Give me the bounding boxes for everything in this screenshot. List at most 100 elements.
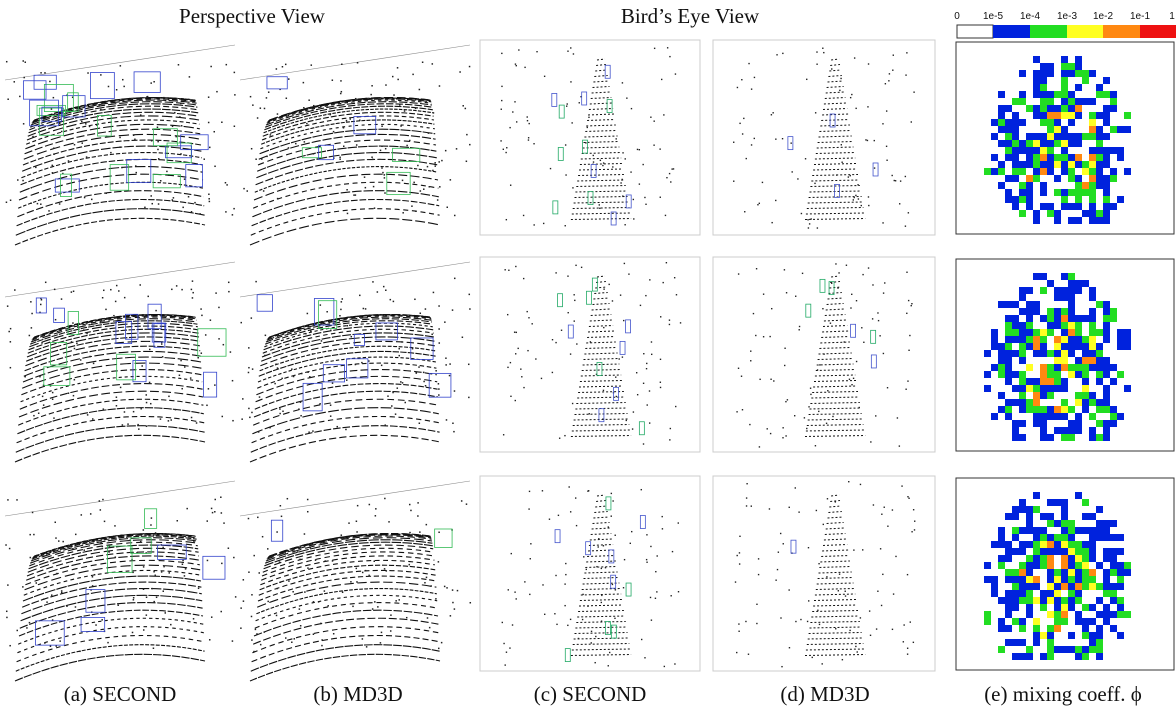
cell: [1089, 534, 1096, 541]
point: [25, 61, 27, 63]
cell: [1033, 336, 1040, 343]
cell: [1040, 350, 1047, 357]
cell: [1089, 70, 1096, 77]
point: [352, 606, 354, 608]
cell: [1019, 343, 1026, 350]
cell: [1075, 569, 1082, 576]
point: [799, 326, 800, 327]
point: [281, 516, 283, 518]
point: [340, 309, 342, 311]
cell: [1075, 175, 1082, 182]
point: [52, 172, 54, 174]
point: [400, 381, 402, 383]
cell: [1110, 98, 1117, 105]
scan-line: [17, 191, 203, 217]
cell: [1026, 133, 1033, 140]
cell: [1033, 56, 1040, 63]
point: [807, 219, 808, 220]
point: [849, 379, 850, 380]
cell: [1019, 196, 1026, 203]
point: [405, 402, 407, 404]
point: [14, 289, 16, 291]
cell: [1061, 611, 1068, 618]
point: [603, 288, 604, 289]
point: [434, 162, 436, 164]
point: [437, 199, 439, 201]
cell: [1117, 147, 1124, 154]
point: [168, 396, 170, 398]
cell: [998, 618, 1005, 625]
point: [313, 105, 315, 107]
point: [901, 485, 902, 486]
cell: [1089, 154, 1096, 161]
bev-panel: [480, 40, 700, 235]
point: [151, 140, 153, 142]
cell: [1047, 91, 1054, 98]
point: [759, 446, 760, 447]
point: [453, 431, 455, 433]
point: [827, 498, 828, 499]
point: [469, 66, 471, 68]
cell: [1019, 294, 1026, 301]
scan-line: [18, 182, 203, 208]
cell: [1103, 576, 1110, 583]
point: [165, 612, 167, 614]
cell: [1110, 597, 1117, 604]
point: [646, 559, 647, 560]
cell: [1061, 77, 1068, 84]
point: [214, 499, 216, 501]
point: [426, 524, 428, 526]
cell: [1047, 203, 1054, 210]
cell: [1033, 301, 1040, 308]
cell: [1117, 336, 1124, 343]
cell: [984, 385, 991, 392]
point: [528, 137, 529, 138]
point: [168, 572, 170, 574]
point: [745, 621, 746, 622]
cell: [1096, 140, 1103, 147]
point: [341, 64, 343, 66]
point: [767, 428, 768, 429]
point: [815, 112, 816, 113]
cell: [1005, 597, 1012, 604]
point: [819, 624, 820, 625]
cell: [1089, 399, 1096, 406]
point: [380, 642, 382, 644]
cell: [1068, 520, 1075, 527]
cell: [1054, 583, 1061, 590]
scan-line: [253, 182, 438, 208]
cell: [1089, 133, 1096, 140]
point: [881, 514, 882, 515]
point: [907, 574, 908, 575]
point: [533, 224, 534, 225]
point: [861, 327, 862, 328]
cell: [1054, 140, 1061, 147]
point: [666, 177, 667, 178]
point: [44, 642, 46, 644]
point: [775, 579, 776, 580]
cell: [1110, 315, 1117, 322]
point: [633, 218, 634, 219]
bbox: [354, 334, 364, 345]
point: [33, 534, 35, 536]
point: [280, 581, 282, 583]
point: [544, 614, 545, 615]
cell: [1096, 420, 1103, 427]
point: [409, 504, 411, 506]
point: [667, 47, 668, 48]
colorbar-segment: [957, 25, 993, 38]
cell: [1117, 196, 1124, 203]
point: [373, 186, 375, 188]
point: [209, 201, 211, 203]
point: [863, 342, 864, 343]
cell: [1047, 385, 1054, 392]
cell: [1054, 315, 1061, 322]
cell: [1040, 541, 1047, 548]
cell: [1054, 91, 1061, 98]
cell: [1068, 168, 1075, 175]
point: [84, 197, 86, 199]
cell: [1103, 555, 1110, 562]
cell: [1047, 434, 1054, 441]
point: [332, 560, 334, 562]
cell: [1005, 322, 1012, 329]
